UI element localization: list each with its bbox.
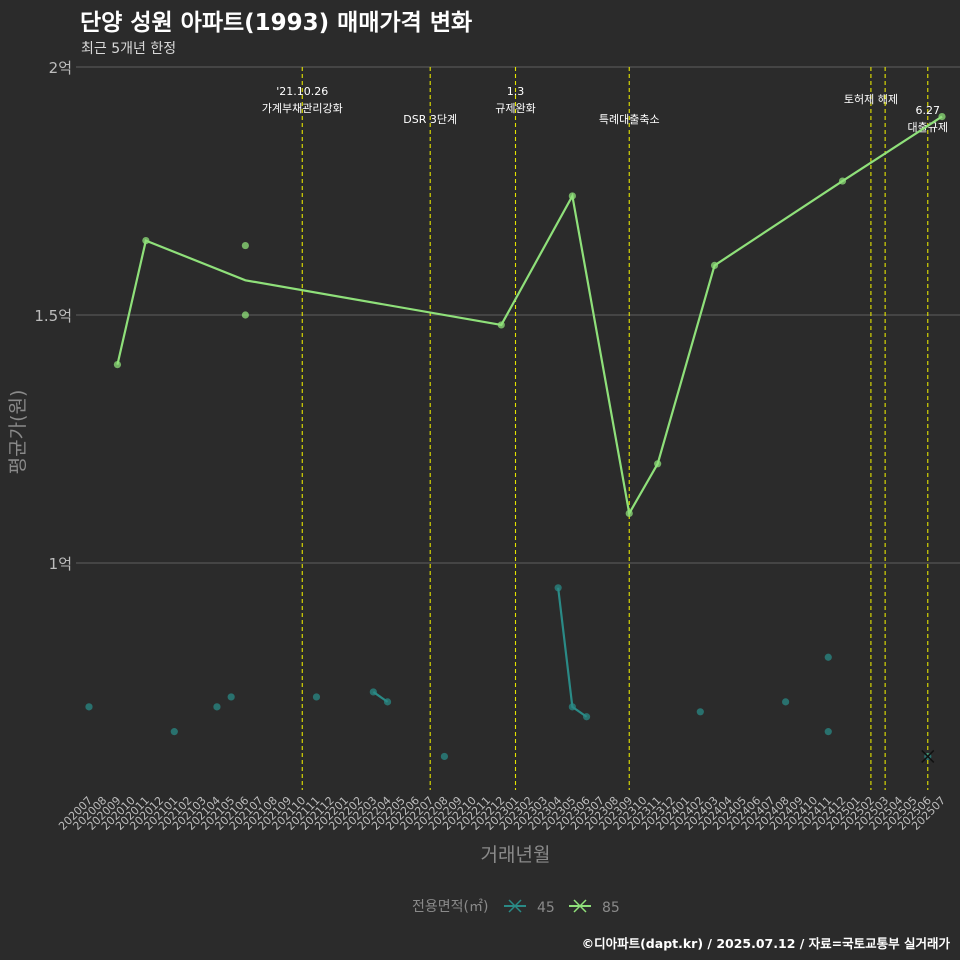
series-85-point [241,311,249,319]
series-45-point [568,703,576,711]
series-85-point [625,509,633,517]
y-tick-label: 1.5억 [34,307,72,325]
x-axis-label: 거래년월 [481,844,551,866]
y-tick-label: 1억 [49,555,72,573]
chart-subtitle: 최근 5개년 한정 [81,41,176,57]
series-85-point [938,113,946,121]
event-label: '21.10.26 [276,85,328,98]
legend-swatch-cross [573,899,587,913]
footer-credit: ©디아파트(dapt.kr) / 2025.07.12 / 자료=국토교통부 실… [582,936,951,951]
chart-title: 단양 성원 아파트(1993) 매매가격 변화 [80,10,472,36]
series-45-point [383,698,392,706]
event-label: 특례대출축소 [599,113,660,126]
event-label: 1.3 [507,85,525,98]
series-45-point [312,693,321,701]
y-axis-label: 평균가(원) [7,390,29,475]
series-85-point [497,321,505,329]
series-85-point [113,361,122,369]
series-85-point [710,261,719,269]
legend-label: 85 [602,900,620,916]
series-85-point [654,460,662,468]
series-45-point [824,653,832,661]
series-45-point [782,698,790,706]
series-45-point [824,728,832,736]
y-tick-label: 2억 [49,59,72,77]
series-45-point [85,703,93,711]
x-tick-labels: 2020072020082020092020102020112020122021… [56,794,948,833]
grid: 1억 1.5억 2억 [34,59,960,573]
legend: 전용면적(㎡) 45 85 [412,899,620,916]
series-85-point [241,241,249,250]
series-85-line [116,115,943,517]
series-45-point [554,584,562,592]
series-85-point [568,192,576,200]
series-85-point [142,237,150,245]
legend-title: 전용면적(㎡) [412,899,488,915]
event-label: 대출규제 [908,121,948,134]
series-45-marker [921,749,935,763]
legend-label: 45 [537,900,555,916]
series-45-point [227,693,235,701]
event-label: 규제완화 [495,102,535,115]
event-label: DSR 3단계 [403,113,457,126]
event-label: 가계부채관리강화 [262,102,343,115]
series-45-point [213,703,221,711]
series-group [85,113,946,763]
series-85-point [838,177,847,185]
series-45-point [369,688,377,696]
legend-swatch-cross [508,899,522,913]
series-45-point [696,708,704,716]
event-label: 6.27 [916,104,941,117]
series-45-point [582,713,591,721]
event-label: 토허제 해제 [844,92,898,106]
series-45-point [170,728,178,736]
series-45-point [440,752,449,761]
